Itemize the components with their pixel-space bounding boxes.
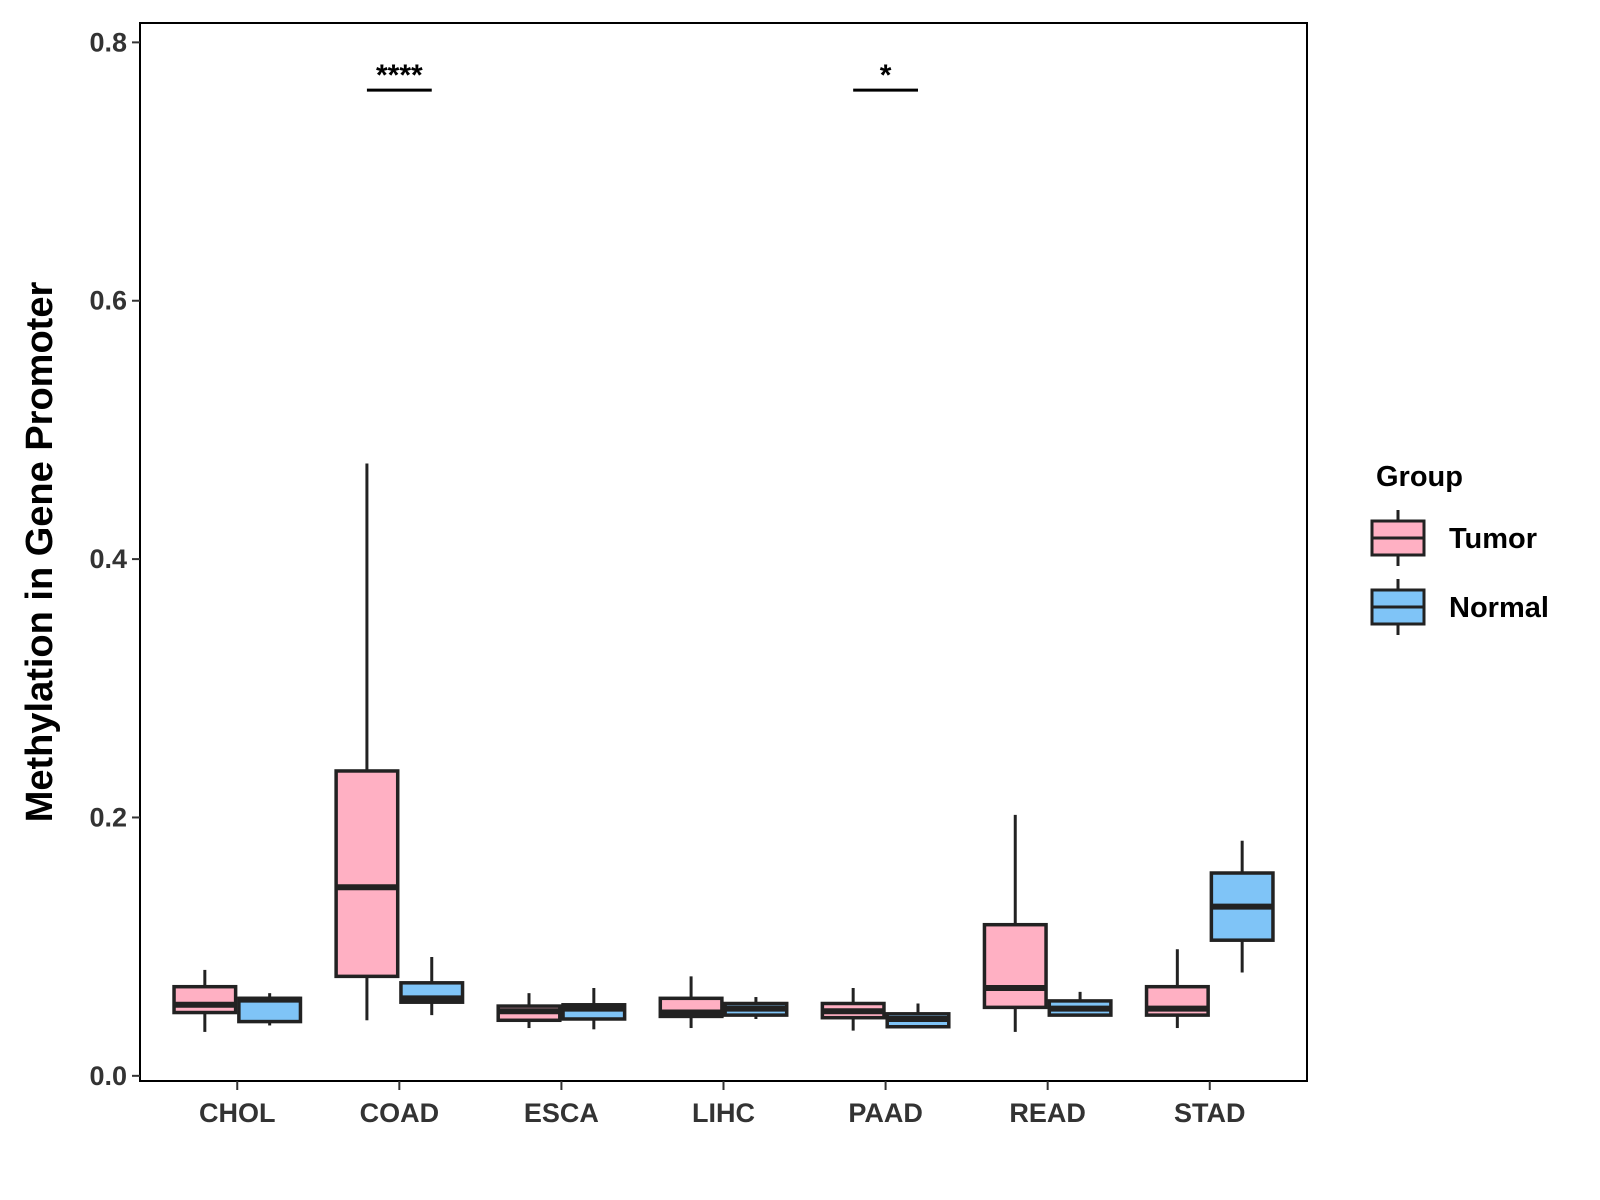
box-tumor-paad (820, 987, 886, 1031)
box-tumor-read (982, 814, 1048, 1032)
legend-label-tumor: Tumor (1449, 523, 1537, 555)
x-tick-label-esca: ESCA (524, 1098, 599, 1128)
legend: Group Tumor Normal (1370, 461, 1549, 635)
box-normal-esca (561, 987, 627, 1030)
box-body (172, 984, 238, 1015)
legend-label-normal: Normal (1449, 592, 1549, 624)
y-tick-label: 0.8 (89, 27, 127, 57)
x-tick-label-read: READ (1009, 1098, 1086, 1128)
x-tick-label-lihc: LIHC (692, 1098, 755, 1128)
box-normal-chol (237, 993, 303, 1026)
y-tick-label: 0.4 (89, 544, 127, 574)
box-normal-paad (885, 1003, 951, 1029)
y-axis: 0.0 0.2 0.4 0.6 0.8 (89, 27, 140, 1091)
x-axis: CHOL COAD ESCA LIHC PAAD READ STAD (199, 1081, 1246, 1128)
x-tick-label-paad: PAAD (848, 1098, 923, 1128)
box-normal-coad (399, 956, 465, 1016)
legend-item-normal: Normal (1370, 579, 1549, 635)
box-normal-stad (1209, 840, 1275, 973)
box-normal-lihc (723, 997, 789, 1019)
box-normal-read (1047, 991, 1113, 1017)
legend-title: Group (1376, 461, 1463, 493)
significance-label: **** (376, 59, 423, 92)
x-tick-label-coad: COAD (360, 1098, 440, 1128)
box-body (982, 922, 1048, 1010)
legend-item-tumor: Tumor (1370, 510, 1537, 566)
box-tumor-coad (334, 463, 400, 1021)
x-tick-label-chol: CHOL (199, 1098, 276, 1128)
box-tumor-chol (172, 969, 238, 1032)
box-tumor-lihc (658, 976, 724, 1029)
y-axis-title: Methylation in Gene Promoter (19, 282, 61, 823)
y-tick-label: 0.6 (89, 286, 127, 316)
significance-coad: **** (366, 59, 432, 92)
box-tumor-esca (496, 993, 562, 1029)
y-tick-label: 0.0 (89, 1061, 127, 1091)
significance-paad: * (853, 59, 918, 92)
box-body (334, 769, 400, 979)
significance-label: * (880, 59, 892, 92)
plot-area: **** * (172, 59, 1275, 1032)
y-tick-label: 0.2 (89, 802, 127, 832)
x-tick-label-stad: STAD (1174, 1098, 1246, 1128)
box-tumor-stad (1144, 949, 1210, 1029)
